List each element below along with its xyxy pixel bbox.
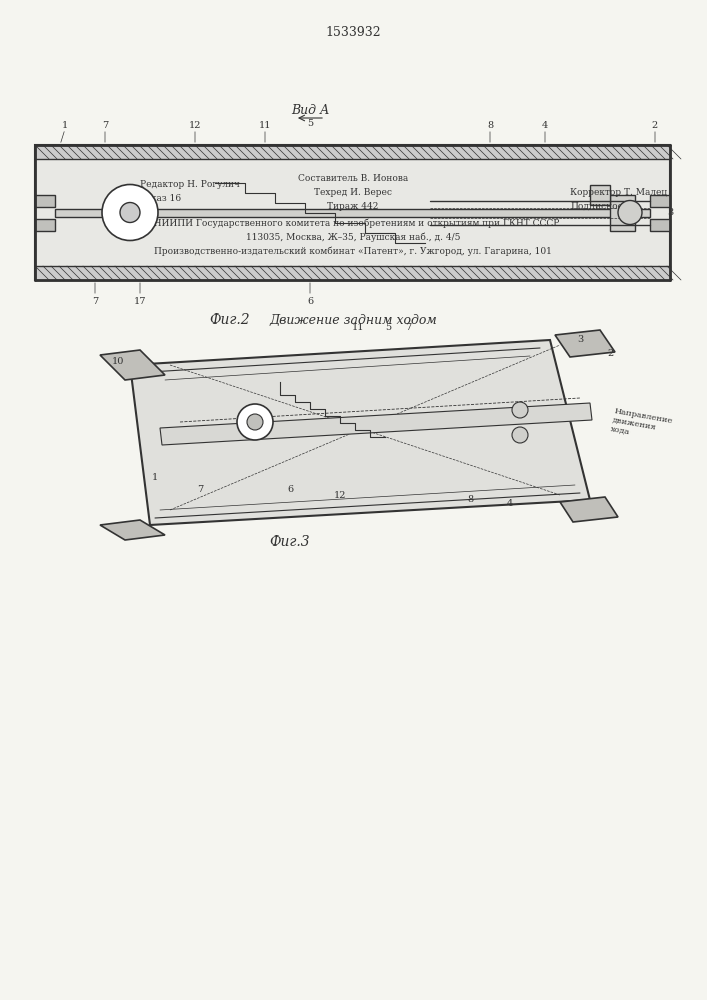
- Text: Вид А: Вид А: [291, 104, 329, 116]
- Text: 7: 7: [197, 486, 203, 494]
- Bar: [35, 194, 55, 207]
- Text: 113035, Москва, Ж–35, Раушская наб., д. 4/5: 113035, Москва, Ж–35, Раушская наб., д. …: [246, 232, 460, 241]
- Text: 3: 3: [577, 336, 583, 344]
- Circle shape: [512, 402, 528, 418]
- Text: Направление
движения
хода: Направление движения хода: [610, 407, 673, 443]
- Text: 10: 10: [112, 358, 124, 366]
- Bar: [35, 266, 670, 280]
- Text: 1: 1: [62, 120, 68, 129]
- Polygon shape: [100, 520, 165, 540]
- Text: 2: 2: [607, 349, 613, 358]
- Polygon shape: [100, 350, 165, 380]
- Text: Подписное: Подписное: [570, 202, 623, 211]
- Text: Редактор Н. Рогулич: Редактор Н. Рогулич: [140, 180, 240, 189]
- Polygon shape: [160, 403, 592, 445]
- Text: ВНИИПИ Государственного комитета по изобретениям и открытиям при ГКНТ СССР: ВНИИПИ Государственного комитета по изоб…: [147, 218, 559, 228]
- Text: 2: 2: [652, 120, 658, 129]
- Text: 12: 12: [189, 120, 201, 129]
- Circle shape: [237, 404, 273, 440]
- Polygon shape: [555, 330, 615, 357]
- Text: Движение задним ходом: Движение задним ходом: [269, 314, 437, 326]
- Text: 6: 6: [287, 486, 293, 494]
- Circle shape: [102, 184, 158, 240]
- Text: 11: 11: [352, 324, 364, 332]
- Bar: [590, 184, 610, 205]
- Text: 3: 3: [667, 208, 673, 217]
- Text: 6: 6: [307, 298, 313, 306]
- Text: Фиг.2: Фиг.2: [210, 313, 250, 327]
- Bar: [116, 198, 144, 227]
- Bar: [490, 405, 520, 425]
- Text: 12: 12: [334, 490, 346, 499]
- Bar: [35, 219, 55, 231]
- Polygon shape: [130, 340, 590, 525]
- Text: 7: 7: [92, 298, 98, 306]
- Text: Тираж 442: Тираж 442: [327, 202, 379, 211]
- Text: Производственно-издательский комбинат «Патент», г. Ужгород, ул. Гагарина, 101: Производственно-издательский комбинат «П…: [154, 246, 552, 255]
- Bar: [650, 194, 670, 207]
- Text: Заказ 16: Заказ 16: [140, 194, 181, 203]
- Circle shape: [247, 414, 263, 430]
- Text: 5: 5: [307, 118, 313, 127]
- Text: 17: 17: [134, 298, 146, 306]
- Text: 4: 4: [542, 120, 548, 129]
- Bar: [55, 209, 650, 217]
- Text: 8: 8: [467, 495, 473, 504]
- Text: 1: 1: [152, 474, 158, 483]
- Bar: [650, 219, 670, 231]
- Bar: [610, 194, 635, 231]
- Text: 4: 4: [507, 498, 513, 508]
- Text: Составитель В. Ионова: Составитель В. Ионова: [298, 174, 408, 183]
- Text: 7: 7: [102, 120, 108, 129]
- Text: 7: 7: [405, 324, 411, 332]
- Circle shape: [120, 202, 140, 223]
- Bar: [35, 145, 670, 159]
- Bar: [35, 145, 670, 280]
- Text: 5: 5: [385, 324, 391, 332]
- Circle shape: [618, 200, 642, 225]
- Text: 8: 8: [487, 120, 493, 129]
- Text: 1533932: 1533932: [325, 25, 381, 38]
- Circle shape: [512, 427, 528, 443]
- Text: Фиг.3: Фиг.3: [269, 535, 310, 549]
- Text: Корректор Т. Малец: Корректор Т. Малец: [570, 188, 667, 197]
- Polygon shape: [560, 497, 618, 522]
- Text: Техред И. Верес: Техред И. Верес: [314, 188, 392, 197]
- Text: 11: 11: [259, 120, 271, 129]
